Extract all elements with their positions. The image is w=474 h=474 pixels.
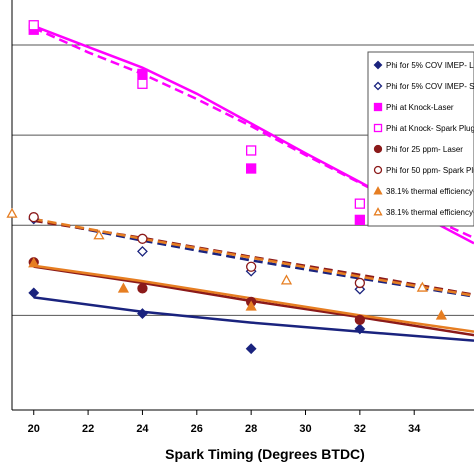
legend-marker bbox=[373, 207, 383, 216]
legend-label: Phi for 5% COV IMEP- Spark Plug bbox=[386, 82, 474, 91]
data-point bbox=[93, 229, 105, 240]
trendline bbox=[33, 26, 474, 240]
legend-label: Phi at Knock- Spark Plug bbox=[386, 124, 474, 133]
x-tick-label: 20 bbox=[28, 423, 40, 435]
data-point bbox=[28, 257, 40, 268]
legend-label: 38.1% thermal efficiency- Spark Plug bbox=[386, 208, 474, 217]
plot-area: 20 22 24 26 28 30 32 34 bbox=[6, 0, 474, 435]
legend-marker bbox=[373, 60, 383, 70]
data-point bbox=[137, 245, 148, 257]
data-point bbox=[117, 282, 130, 293]
data-point bbox=[28, 20, 39, 31]
legend-marker bbox=[373, 186, 383, 195]
x-tick-label: 22 bbox=[82, 423, 94, 435]
legend-label: Phi for 25 ppm- Laser bbox=[386, 145, 463, 154]
data-point bbox=[245, 300, 257, 311]
data-point bbox=[280, 274, 293, 285]
data-point bbox=[137, 308, 148, 320]
legend: Phi for 5% COV IMEP- Laser Phi for 5% COV… bbox=[367, 51, 474, 227]
data-point bbox=[6, 207, 18, 218]
data-point bbox=[137, 233, 148, 244]
data-point bbox=[246, 145, 257, 156]
legend-marker bbox=[373, 144, 383, 154]
trendline bbox=[33, 296, 474, 342]
x-tick-label: 30 bbox=[299, 423, 311, 435]
legend-marker bbox=[373, 81, 383, 91]
data-point bbox=[137, 283, 148, 294]
x-tick-label: 24 bbox=[136, 423, 149, 435]
legend-marker bbox=[373, 102, 383, 112]
data-point bbox=[28, 287, 40, 299]
data-point bbox=[416, 281, 428, 292]
legend-marker bbox=[373, 123, 383, 133]
data-point bbox=[435, 309, 447, 320]
data-point bbox=[354, 198, 366, 209]
data-point bbox=[137, 78, 148, 89]
legend-marker bbox=[373, 165, 383, 175]
x-tick-label: 32 bbox=[354, 423, 366, 435]
data-point bbox=[354, 277, 366, 289]
data-point bbox=[246, 261, 257, 272]
legend-label: Phi for 5% COV IMEP- Laser bbox=[386, 61, 474, 70]
legend-label: Phi at Knock-Laser bbox=[386, 103, 454, 112]
x-tick-label: 34 bbox=[408, 423, 421, 435]
x-tick-label: 28 bbox=[245, 423, 257, 435]
data-point bbox=[354, 323, 366, 335]
data-point bbox=[245, 343, 257, 355]
data-point bbox=[354, 214, 366, 226]
data-point bbox=[246, 163, 257, 174]
x-axis-title: Spark Timing (Degrees BTDC) bbox=[165, 446, 365, 462]
x-tick-label: 26 bbox=[191, 423, 203, 435]
data-point bbox=[28, 212, 39, 223]
legend-label: Phi for 50 ppm- Spark Plug bbox=[386, 166, 474, 175]
trendline bbox=[33, 217, 474, 297]
legend-box bbox=[367, 51, 474, 227]
data-point bbox=[354, 314, 366, 326]
data-point bbox=[137, 68, 148, 80]
legend-label: 38.1% thermal efficiency- Laser bbox=[386, 187, 474, 196]
